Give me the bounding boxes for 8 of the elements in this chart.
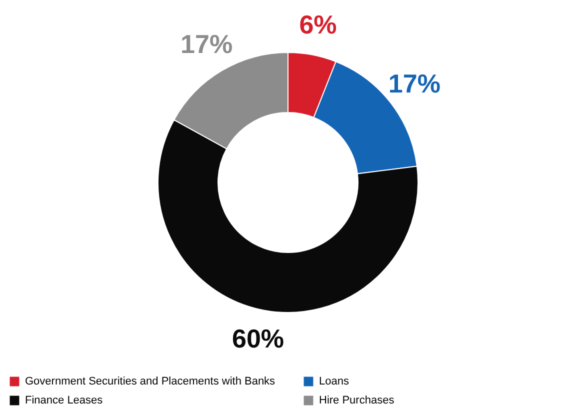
legend-label: Finance Leases (25, 394, 104, 406)
data-label: 6% (299, 9, 337, 40)
legend-label: Hire Purchases (319, 394, 395, 406)
legend-label: Loans (319, 376, 350, 388)
data-label: 60% (232, 324, 284, 354)
legend-label: Government Securities and Placements with Banks (25, 376, 276, 388)
data-label: 17% (180, 28, 233, 59)
data-label: 17% (388, 68, 440, 98)
